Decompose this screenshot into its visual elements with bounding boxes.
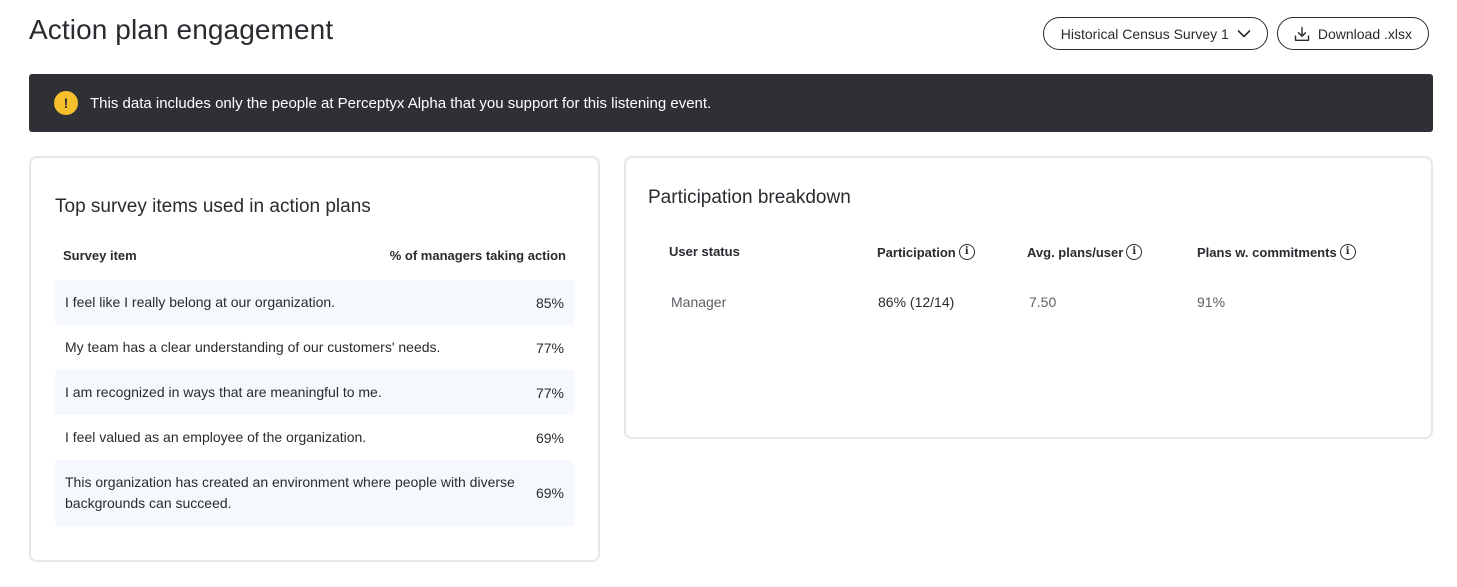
info-banner: ! This data includes only the people at … [29, 74, 1433, 132]
top-items-header: Survey item % of managers taking action [55, 248, 574, 263]
top-items-rows: I feel like I really belong at our organ… [55, 280, 574, 526]
participation-title: Participation breakdown [648, 187, 851, 208]
col-pct-managers: % of managers taking action [389, 248, 566, 263]
page-title: Action plan engagement [29, 14, 334, 45]
survey-item-text: I feel like I really belong at our organ… [65, 294, 336, 310]
participation-value: 86% (12/14) [878, 294, 955, 310]
download-label: Download .xlsx [1317, 25, 1412, 42]
col-plans-commitments: Plans w. commitments i [1197, 244, 1356, 260]
download-button[interactable]: Download .xlsx [1276, 17, 1429, 50]
warning-icon: ! [54, 91, 78, 115]
survey-item-pct: 85% [535, 294, 564, 311]
top-survey-items-title: Top survey items used in action plans [55, 196, 371, 217]
col-participation: Participation i [877, 244, 975, 260]
table-row: I feel like I really belong at our organ… [55, 280, 574, 325]
avg-plans-value: 7.50 [1029, 294, 1057, 310]
survey-item-pct: 77% [535, 339, 564, 356]
survey-item-pct: 69% [535, 429, 564, 446]
top-survey-items-card: Top survey items used in action plans Su… [29, 156, 600, 562]
table-row: I feel valued as an employee of the orga… [55, 415, 574, 460]
table-row: This organization has created an environ… [55, 460, 574, 526]
user-status-value: Manager [671, 294, 727, 310]
info-icon[interactable]: i [1126, 244, 1143, 260]
col-plans-commitments-label: Plans w. commitments [1197, 244, 1337, 260]
info-icon[interactable]: i [958, 244, 975, 260]
survey-item-pct: 69% [535, 485, 564, 501]
survey-item-text: My team has a clear understanding of our… [65, 339, 441, 355]
survey-item-pct: 77% [535, 384, 564, 401]
col-survey-item: Survey item [63, 248, 137, 263]
plans-commitments-value: 91% [1197, 294, 1226, 310]
chevron-down-icon [1237, 29, 1251, 39]
survey-item-text: I feel valued as an employee of the orga… [65, 429, 367, 445]
col-avg-plans-label: Avg. plans/user [1027, 244, 1124, 260]
participation-breakdown-card: Participation breakdown User status Part… [624, 156, 1433, 439]
table-row: I am recognized in ways that are meaning… [55, 370, 574, 415]
table-row: My team has a clear understanding of our… [55, 325, 574, 370]
survey-item-text: I am recognized in ways that are meaning… [65, 384, 382, 400]
banner-text: This data includes only the people at Pe… [90, 94, 712, 112]
survey-item-text: This organization has created an environ… [65, 474, 515, 511]
col-user-status-label: User status [669, 244, 740, 259]
col-participation-label: Participation [877, 244, 956, 260]
info-icon[interactable]: i [1339, 244, 1356, 260]
download-icon [1294, 26, 1310, 42]
survey-select-label: Historical Census Survey 1 [1060, 25, 1229, 42]
col-avg-plans: Avg. plans/user i [1027, 244, 1143, 260]
col-user-status: User status [669, 244, 740, 259]
survey-select[interactable]: Historical Census Survey 1 [1042, 17, 1268, 50]
header-actions: Historical Census Survey 1 Download .xls… [1042, 17, 1429, 50]
